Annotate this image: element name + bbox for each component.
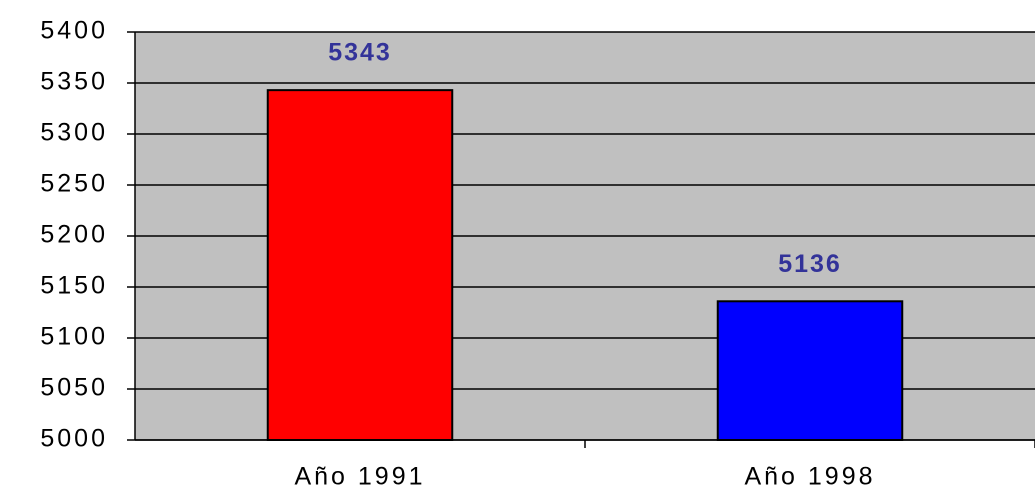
bar	[266, 89, 454, 441]
y-tick-label: 5300	[40, 119, 108, 147]
y-tick-label: 5400	[40, 17, 108, 45]
bar	[716, 300, 904, 441]
x-tick-label: Año 1998	[744, 463, 875, 491]
y-tick-label: 5350	[40, 68, 108, 96]
y-tick-label: 5050	[40, 374, 108, 402]
value-label: 5136	[778, 250, 842, 278]
y-tick-label: 5200	[40, 221, 108, 249]
y-tick-label: 5150	[40, 272, 108, 300]
y-tick-label: 5000	[40, 425, 108, 453]
y-tick-label: 5100	[40, 323, 108, 351]
y-tick-label: 5250	[40, 170, 108, 198]
value-label: 5343	[328, 39, 392, 67]
x-tick-label: Año 1991	[294, 463, 425, 491]
